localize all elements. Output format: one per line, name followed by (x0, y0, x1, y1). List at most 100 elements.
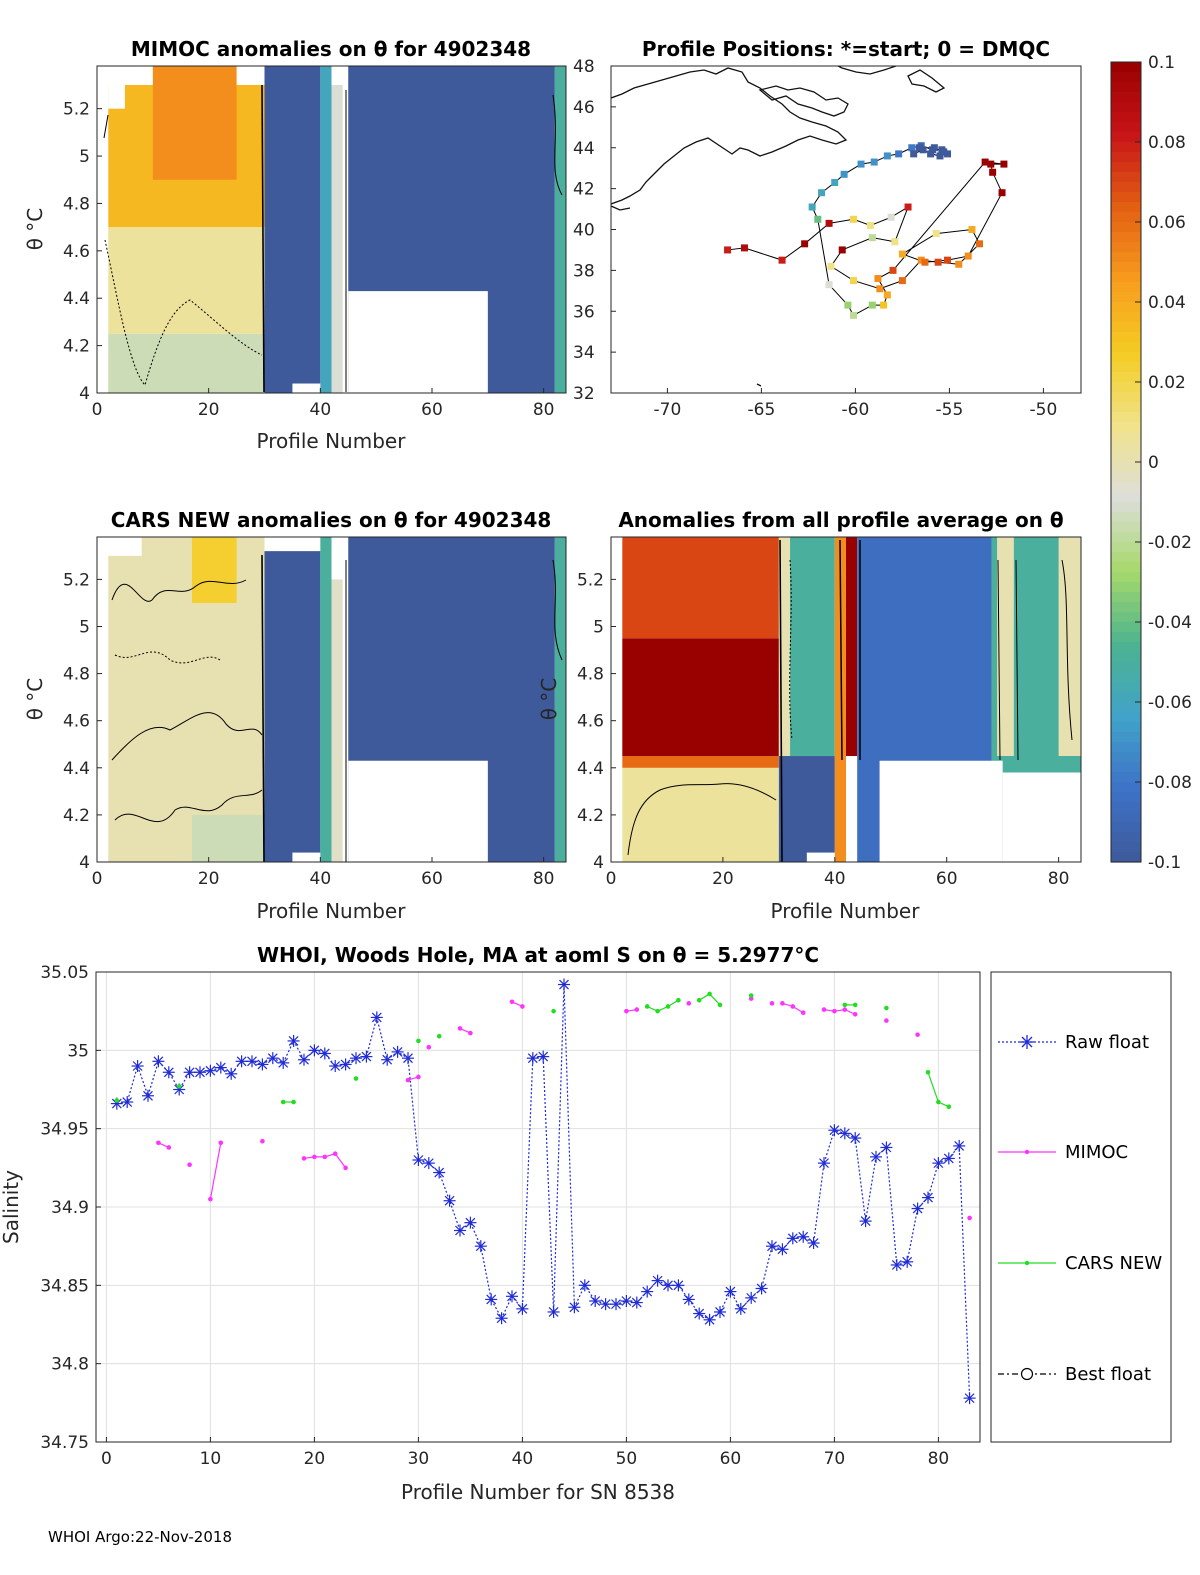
cars-new-point (280, 1099, 286, 1105)
mimoc-point (457, 1026, 463, 1031)
y-tick-label: 4.6 (63, 712, 90, 732)
mimoc-point (790, 1004, 796, 1009)
raw-float-point (537, 1050, 550, 1063)
raw-float-point-stroke (257, 1059, 268, 1070)
raw-float-point (370, 1011, 383, 1024)
raw-float-point-stroke (527, 1053, 538, 1064)
colorbar-tick-label: -0.1 (1148, 853, 1181, 873)
cars-new-point (696, 997, 702, 1003)
profile-position-marker (850, 215, 858, 223)
raw-float-point (724, 1285, 737, 1298)
colorbar-band (1111, 662, 1141, 673)
heatmap-cell (622, 638, 779, 757)
colorbar-band (1111, 752, 1141, 763)
mimoc-point (821, 1007, 827, 1012)
colorbar-band (1111, 812, 1141, 823)
raw-float-point-stroke (933, 1158, 944, 1169)
raw-float-point-stroke (111, 1098, 122, 1109)
x-tick-label: 0 (92, 869, 103, 889)
colorbar-band (1111, 312, 1141, 323)
cars-heatmap-cells (97, 537, 566, 862)
profile-position-marker (934, 258, 942, 266)
raw-float-point-stroke (954, 1140, 965, 1151)
raw-float-point-stroke (153, 1056, 164, 1067)
raw-float-point-stroke (195, 1067, 205, 1078)
colorbar-band (1111, 242, 1141, 253)
heatmap-cell (1058, 537, 1081, 757)
y-tick-label: 5.2 (63, 570, 90, 590)
mimoc-point (301, 1156, 307, 1161)
raw-float-point (329, 1060, 342, 1072)
raw-float-point-stroke (704, 1314, 715, 1325)
raw-float-point-stroke (715, 1307, 725, 1317)
heatmap-cell (331, 579, 343, 862)
colorbar-band (1111, 802, 1141, 813)
x-tick-label: -70 (654, 400, 682, 420)
y-tick-label: 35.05 (40, 963, 89, 983)
raw-float-point (204, 1064, 217, 1077)
raw-float-point-stroke (455, 1225, 465, 1236)
raw-float-point (630, 1296, 643, 1309)
raw-float-point-stroke (423, 1158, 434, 1169)
colorbar-band (1111, 822, 1141, 833)
colorbar-band (1111, 432, 1141, 443)
legend-item-cars-new: CARS NEW (998, 1253, 1162, 1274)
y-tick-label: 34.8 (51, 1355, 89, 1375)
cars-new-point (416, 1038, 421, 1044)
profile-position-marker (944, 150, 952, 158)
profile-position-marker (910, 150, 918, 158)
raw-float-point-stroke (673, 1280, 684, 1291)
cars-new-point (707, 991, 712, 997)
colorbar-band (1111, 792, 1141, 803)
legend-item-best-float: Best float (998, 1364, 1151, 1385)
mimoc-point (634, 1007, 640, 1012)
profile-position-marker (917, 256, 925, 264)
mimoc-line (823, 1008, 856, 1015)
raw-float-point (298, 1053, 310, 1066)
colorbar-band (1111, 522, 1141, 533)
salinity-ylabel: Salinity (0, 1170, 23, 1244)
raw-float-point-stroke (902, 1256, 913, 1267)
y-tick-label: 4.4 (577, 759, 604, 779)
raw-float-point-stroke (663, 1280, 673, 1291)
profile-position-marker (883, 291, 891, 299)
y-tick-label: 4.2 (63, 806, 90, 826)
y-tick-label: 34.95 (40, 1120, 89, 1140)
salinity-series (110, 978, 976, 1405)
x-tick-label: 80 (1048, 869, 1070, 889)
raw-float-point (246, 1055, 258, 1068)
x-tick-label: -65 (748, 400, 776, 420)
raw-float-point (734, 1302, 747, 1315)
colorbar-band (1111, 632, 1141, 643)
heatmap-cell (152, 66, 237, 180)
heatmap-cell (554, 537, 566, 862)
colorbar-band (1111, 382, 1141, 393)
y-tick-label: 46 (573, 98, 595, 118)
heatmap-cell (622, 537, 779, 639)
mimoc-point (800, 1010, 806, 1016)
profile-position-marker (891, 238, 899, 246)
profile-position-marker (808, 203, 816, 211)
colorbar-band (1111, 362, 1141, 373)
x-tick-label: 50 (616, 1449, 638, 1469)
cars-new-point (717, 1002, 723, 1008)
heatmap-cell (778, 537, 791, 757)
missing-data-region (806, 852, 835, 862)
raw-float-point (412, 1154, 425, 1166)
colorbar-band (1111, 472, 1141, 483)
raw-float-point-stroke (819, 1158, 829, 1169)
raw-float-point (121, 1096, 134, 1109)
colorbar-band (1111, 642, 1141, 653)
map-title: Profile Positions: *=start; 0 = DMQC (642, 37, 1050, 61)
colorbar-band (1111, 692, 1141, 703)
raw-float-point (162, 1066, 175, 1079)
colorbar-band (1111, 602, 1141, 613)
raw-float-point (838, 1127, 851, 1140)
raw-float-point (485, 1293, 498, 1306)
raw-float-point-stroke (507, 1291, 517, 1302)
legend-mimoc-marker-icon (1024, 1149, 1030, 1155)
raw-float-point-stroke (798, 1231, 809, 1242)
raw-float-line (116, 984, 971, 1399)
cars-ylabel: θ °C (23, 678, 47, 721)
